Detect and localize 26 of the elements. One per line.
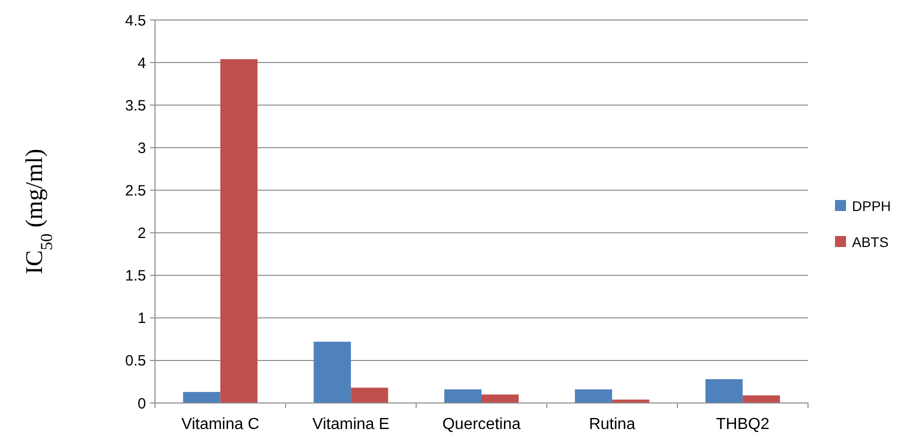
x-tick-label: Vitamina C: [181, 416, 260, 433]
bar: [705, 379, 743, 403]
bar: [574, 389, 612, 403]
bar: [350, 388, 388, 403]
legend-label: DPPH: [852, 198, 891, 214]
bar: [314, 342, 351, 403]
x-tick-label: Rutina: [588, 416, 636, 433]
y-tick-label: 2.5: [125, 182, 146, 200]
y-tick-label: 0: [138, 395, 146, 412]
bar: [482, 394, 519, 403]
y-tick-label: 1.5: [125, 268, 146, 285]
x-tick-label: Quercetina: [442, 416, 521, 433]
bar: [742, 395, 780, 403]
y-tick-label: 0.5: [125, 352, 146, 370]
y-tick-label: 2: [138, 225, 146, 242]
bar: [183, 392, 220, 403]
legend-label: ABTS: [852, 234, 889, 250]
y-tick-label: 4: [138, 54, 146, 72]
x-tick-label: THBQ2: [716, 416, 770, 433]
y-tick-label: 4.5: [125, 12, 146, 30]
y-tick-label: 3: [138, 140, 146, 157]
y-tick-label: 1: [138, 310, 146, 328]
bar: [444, 389, 482, 403]
x-tick-label: Vitamina E: [312, 416, 390, 433]
y-tick-label: 3.5: [125, 97, 146, 114]
bar: [220, 59, 258, 403]
